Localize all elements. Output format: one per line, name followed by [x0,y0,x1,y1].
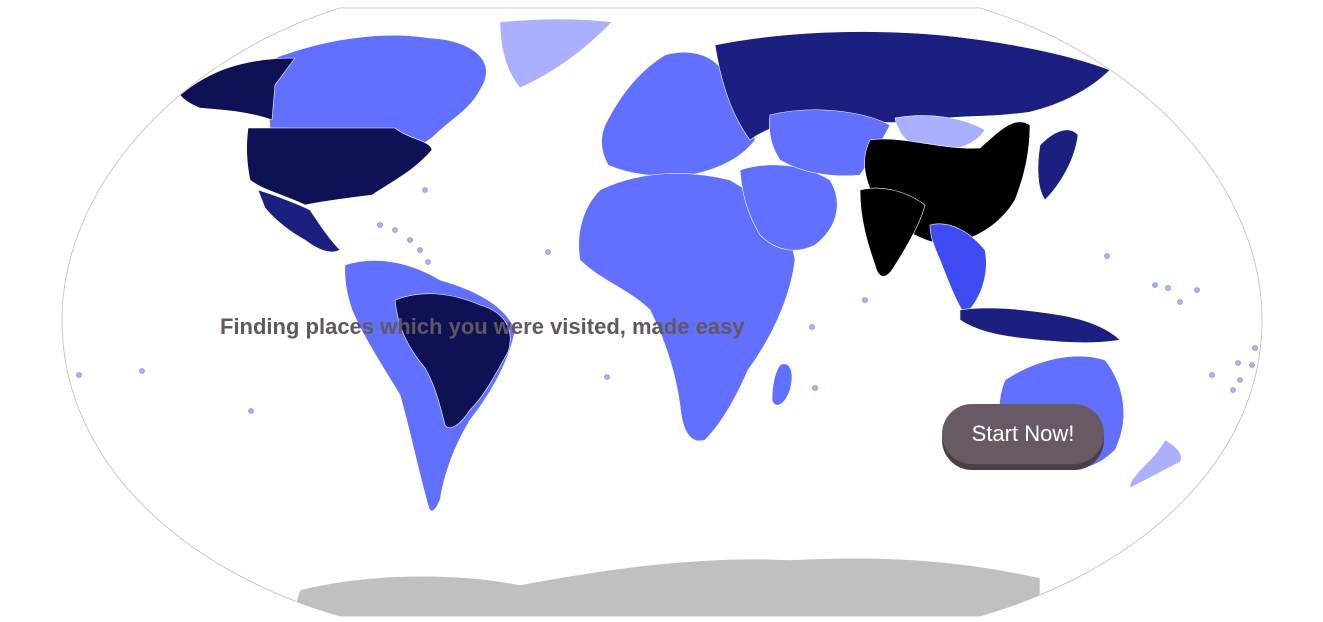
region-alaska [179,57,296,121]
region-greenland [499,18,613,89]
region-brazil [394,293,511,429]
hero-tagline: Finding places which you were visited, m… [220,314,745,339]
start-now-button[interactable]: Start Now! [942,404,1104,464]
region-antarctica [289,557,1041,616]
region-india [859,187,926,277]
region-madagascar [771,363,793,406]
region-central-asia [769,109,891,177]
island-markers [76,187,1258,414]
region-new-zealand [1129,439,1182,489]
region-indonesia [959,307,1121,343]
region-europe [601,52,756,177]
region-usa [246,127,433,206]
region-japan [1037,129,1079,201]
region-mexico [257,189,341,253]
